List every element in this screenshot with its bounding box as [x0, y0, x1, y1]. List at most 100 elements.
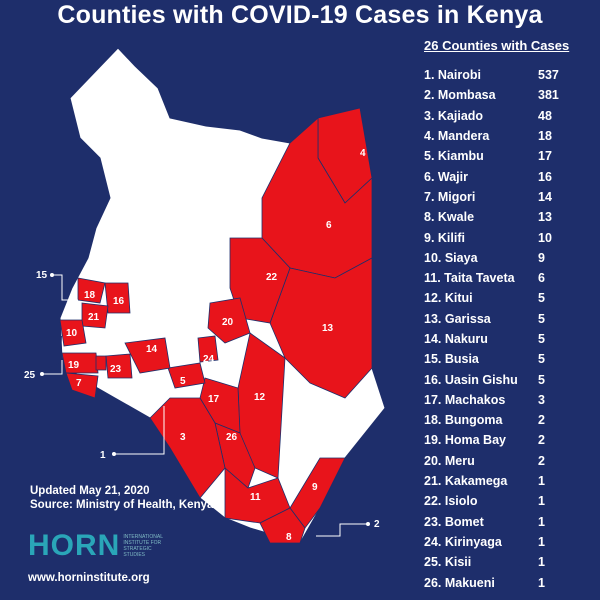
- county-case-count: 5: [538, 372, 545, 387]
- callout-dot-1: [112, 452, 116, 456]
- county-case-count: 17: [538, 149, 552, 164]
- county-row: 25. Kisii 1: [418, 552, 588, 572]
- county-rows: 1. Nairobi 537 2. Mombasa 381 3. Kajiado 48 4.…: [418, 65, 588, 593]
- county-case-count: 1: [538, 534, 545, 549]
- county-row: 10. Siaya 9: [418, 248, 588, 268]
- county-case-count: 18: [538, 129, 552, 144]
- region-label-20: 20: [222, 317, 234, 328]
- county-row: 14. Nakuru 5: [418, 329, 588, 349]
- updated-date: Updated May 21, 2020: [30, 485, 150, 497]
- county-case-count: 1: [538, 575, 545, 590]
- region-label-9: 9: [312, 482, 318, 493]
- county-row: 23. Bomet 1: [418, 512, 588, 532]
- region-label-5: 5: [180, 376, 186, 387]
- county-row: 22. Isiolo 1: [418, 491, 588, 511]
- county-row: 15. Busia 5: [418, 349, 588, 369]
- county-name: 16. Uasin Gishu: [424, 372, 518, 387]
- county-name: 4. Mandera: [424, 129, 490, 144]
- callout-line-25: [42, 360, 63, 375]
- region-label-8: 8: [286, 532, 292, 543]
- county-name: 17. Machakos: [424, 392, 506, 407]
- county-row: 17. Machakos 3: [418, 390, 588, 410]
- region-kisii: [95, 355, 107, 371]
- lake-victoria: [38, 336, 62, 368]
- region-kakamega: [81, 302, 109, 329]
- county-name: 13. Garissa: [424, 311, 491, 326]
- region-meru: [207, 297, 251, 344]
- county-case-count: 10: [538, 230, 552, 245]
- county-case-count: 14: [538, 189, 552, 204]
- region-label-13: 13: [322, 323, 334, 334]
- county-case-count: 6: [538, 271, 545, 286]
- county-case-count: 1: [538, 494, 545, 509]
- county-row: 19. Homa Bay 2: [418, 430, 588, 450]
- callout-line-2: [316, 523, 368, 537]
- county-case-count: 2: [538, 413, 545, 428]
- region-kiambu: [167, 362, 206, 389]
- region-label-11: 11: [250, 492, 261, 503]
- region-label-15: 15: [36, 270, 48, 281]
- county-name: 5. Kiambu: [424, 149, 484, 164]
- region-label-22: 22: [266, 272, 278, 283]
- county-row: 2. Mombasa 381: [418, 85, 588, 105]
- region-nakuru: [124, 337, 171, 374]
- kenya-map-svg: 4 6 22 13 20 12 17 26 3 5 24 14 11 9 8 1…: [24, 47, 386, 544]
- county-name: 25. Kisii: [424, 555, 472, 570]
- county-name: 15. Busia: [424, 352, 479, 367]
- website-link[interactable]: www.horninstitute.org: [28, 572, 150, 584]
- region-uasin-gishu: [104, 282, 131, 314]
- region-label-24: 24: [203, 354, 215, 365]
- county-name: 2. Mombasa: [424, 88, 496, 103]
- county-case-count: 5: [538, 311, 545, 326]
- county-row: 9. Kilifi 10: [418, 227, 588, 247]
- county-list: 26 Counties with Cases 1. Nairobi 537 2. M…: [418, 38, 588, 593]
- county-name: 7. Migori: [424, 189, 476, 204]
- region-label-1: 1: [100, 450, 106, 461]
- county-name: 22. Isiolo: [424, 494, 478, 509]
- county-name: 24. Kirinyaga: [424, 534, 502, 549]
- county-name: 8. Kwale: [424, 210, 475, 225]
- county-row: 3. Kajiado 48: [418, 106, 588, 126]
- county-case-count: 537: [538, 68, 559, 83]
- callout-line-15: [52, 274, 78, 301]
- region-label-25: 25: [24, 370, 36, 381]
- county-name: 23. Bomet: [424, 514, 484, 529]
- county-list-header: 26 Counties with Cases: [424, 38, 570, 53]
- logo-subtext: INTERNATIONAL INSTITUTE FOR STRATEGIC ST…: [123, 534, 163, 558]
- county-row: 6. Wajir 16: [418, 166, 588, 186]
- county-name: 20. Meru: [424, 453, 475, 468]
- region-label-7: 7: [76, 378, 82, 389]
- county-name: 18. Bungoma: [424, 413, 503, 428]
- county-case-count: 2: [538, 433, 545, 448]
- logo-wordmark: HORN: [28, 529, 121, 562]
- region-bomet: [105, 353, 133, 379]
- region-label-3: 3: [180, 432, 186, 443]
- county-row: 8. Kwale 13: [418, 207, 588, 227]
- county-row: 4. Mandera 18: [418, 126, 588, 146]
- county-case-count: 5: [538, 332, 545, 346]
- callout-dot-25: [40, 372, 44, 376]
- county-case-count: 2: [538, 453, 545, 468]
- county-row: 7. Migori 14: [418, 187, 588, 207]
- update-info: Updated May 21, 2020 Source: Ministry of…: [30, 484, 213, 512]
- county-case-count: 9: [538, 250, 545, 265]
- region-label-14: 14: [146, 344, 158, 355]
- county-name: 6. Wajir: [424, 169, 468, 184]
- county-name: 1. Nairobi: [424, 68, 481, 83]
- county-case-count: 1: [538, 514, 545, 529]
- county-name: 21. Kakamega: [424, 474, 508, 489]
- county-row: 20. Meru 2: [418, 451, 588, 471]
- region-label-26: 26: [226, 432, 238, 443]
- region-label-18: 18: [84, 290, 96, 301]
- county-name: 12. Kitui: [424, 291, 473, 306]
- callout-dot-2: [366, 522, 370, 526]
- county-case-count: 1: [538, 474, 545, 489]
- region-kirinyaga: [197, 335, 219, 363]
- kenya-map: 4 6 22 13 20 12 17 26 3 5 24 14 11 9 8 1…: [0, 38, 420, 558]
- county-row: 24. Kirinyaga 1: [418, 532, 588, 552]
- county-name: 26. Makueni: [424, 575, 495, 590]
- source-text: Source: Ministry of Health, Kenya: [30, 499, 214, 511]
- county-row: 1. Nairobi 537: [418, 65, 588, 85]
- region-kajiado: [149, 397, 226, 499]
- county-row: 11. Taita Taveta 6: [418, 268, 588, 288]
